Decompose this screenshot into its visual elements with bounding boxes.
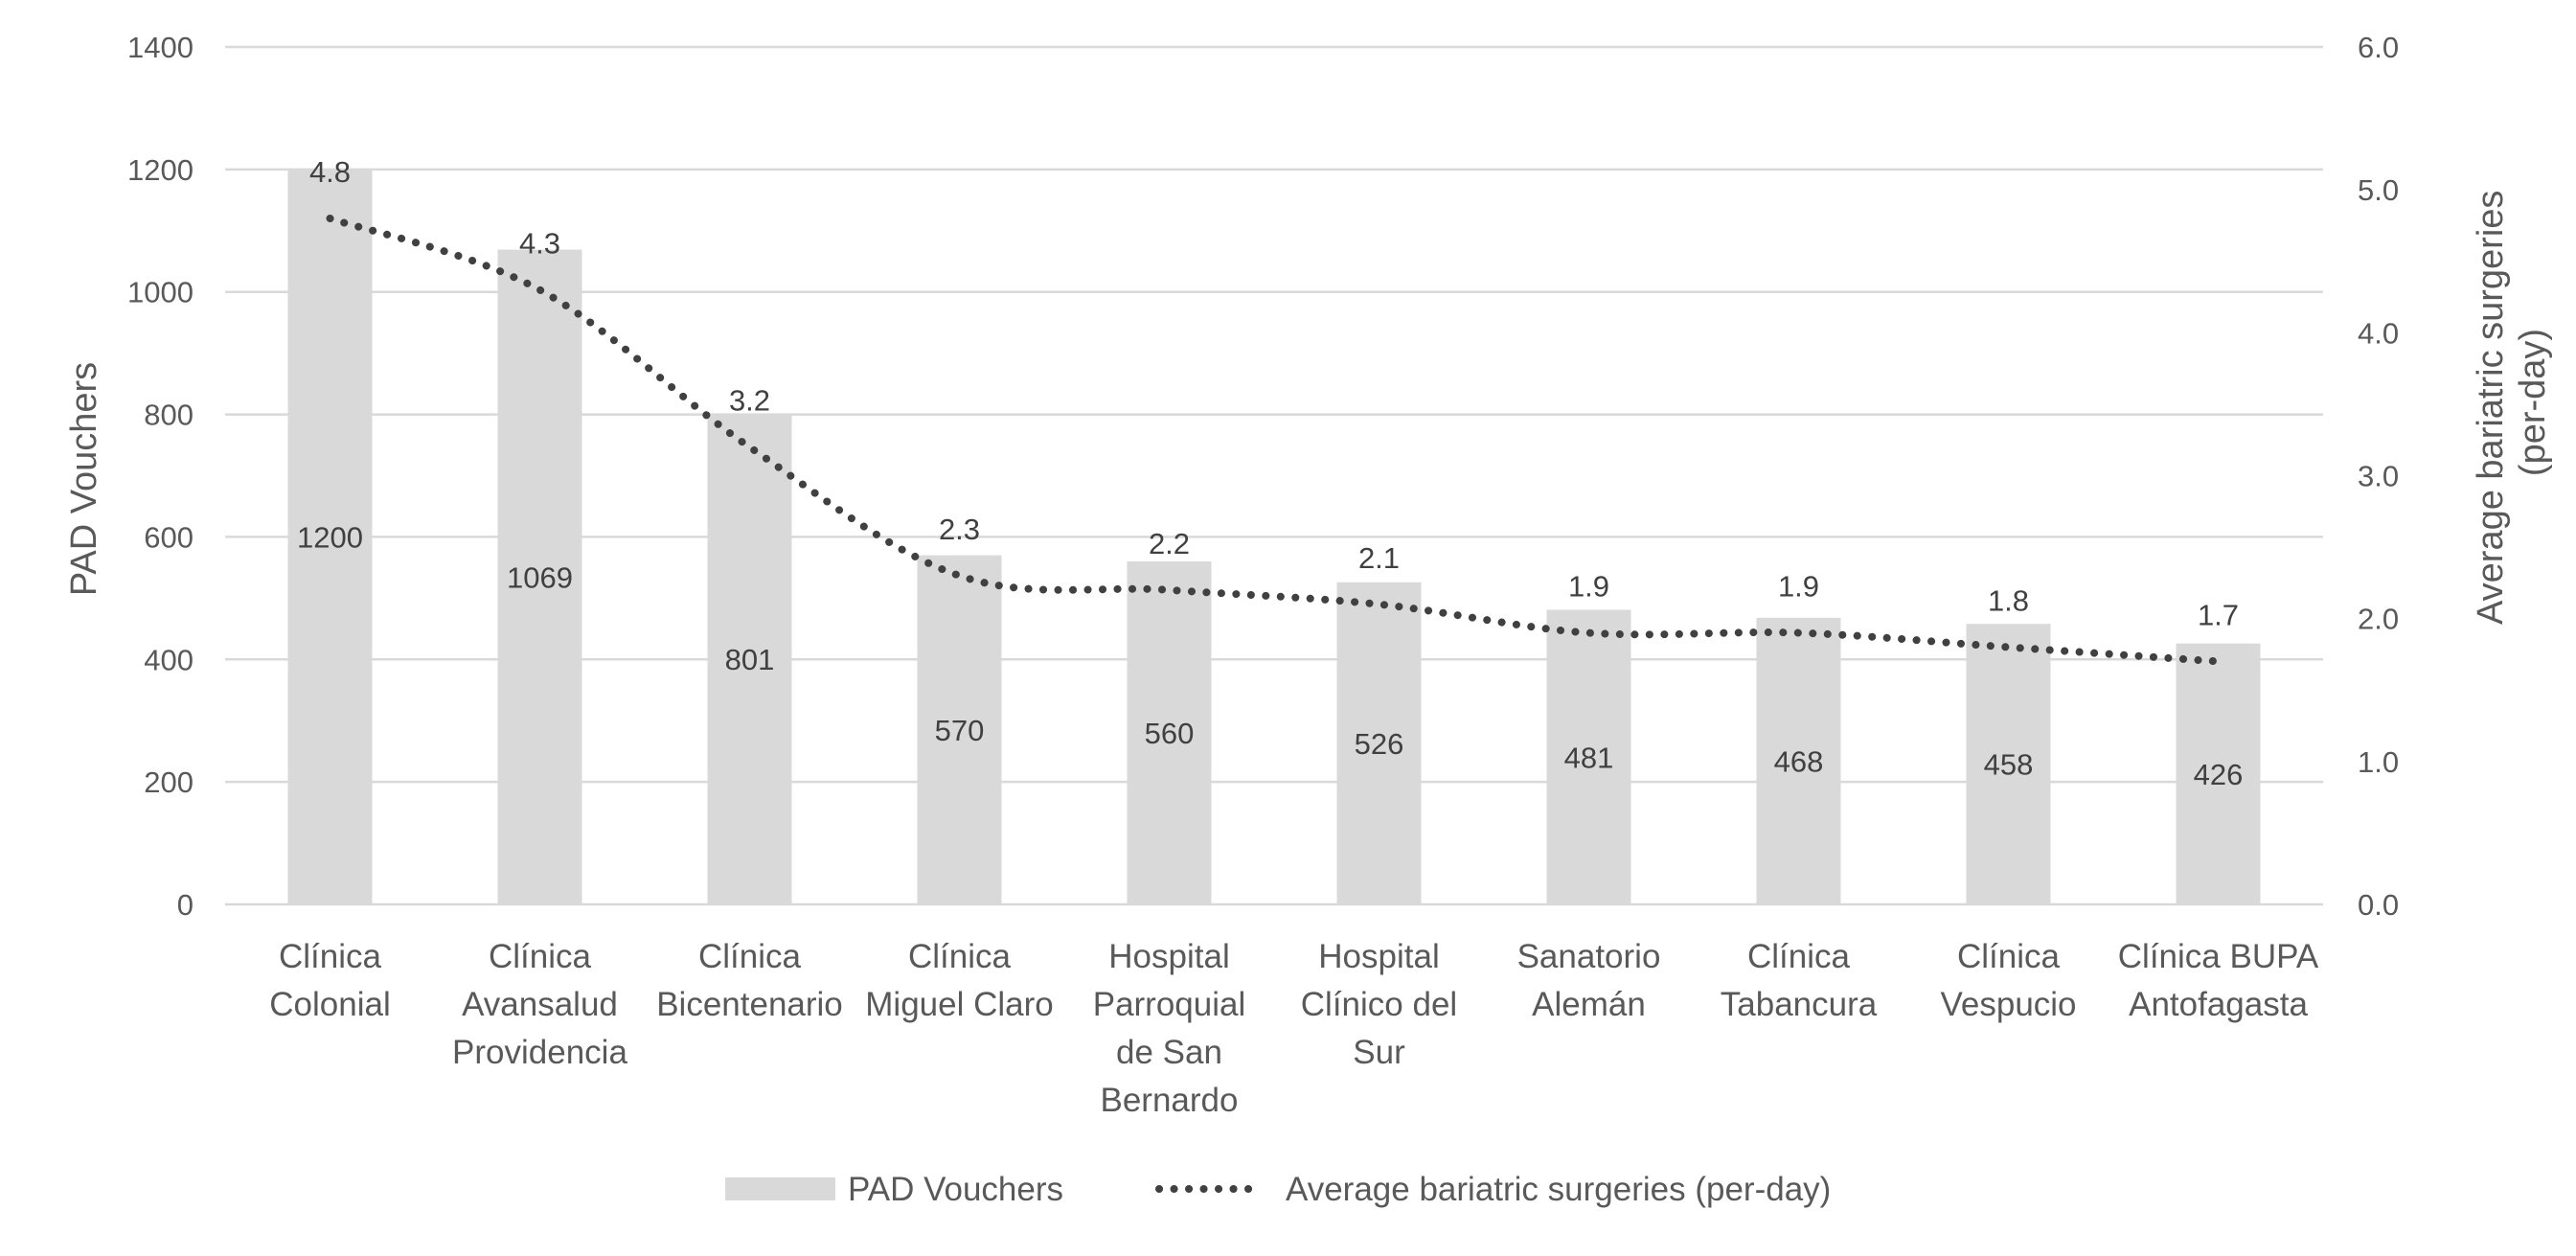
left-tick-label: 200	[144, 765, 194, 799]
category-label-line: Colonial	[269, 986, 390, 1023]
right-axis-ticks: 0.0 1.0 2.0 3.0 4.0 5.0 6.0	[2358, 31, 2399, 922]
bar	[2176, 643, 2261, 904]
legend-label-line: Average bariatric surgeries (per-day)	[1286, 1171, 1831, 1208]
category-label-line: Bernardo	[1101, 1082, 1239, 1119]
bar-series	[287, 169, 2261, 904]
bar	[1756, 617, 1841, 904]
right-tick-label: 4.0	[2358, 316, 2399, 350]
left-tick-label: 800	[144, 399, 194, 432]
category-label-line: Sanatorio	[1517, 938, 1661, 975]
category-label-line: Clínica	[279, 938, 382, 975]
category-label-line: Clínica	[1747, 938, 1851, 975]
bar-value-label: 526	[1355, 727, 1404, 761]
left-tick-label: 1000	[127, 276, 194, 309]
category-label-line: Hospital	[1318, 938, 1439, 975]
category-label-line: Alemán	[1532, 986, 1646, 1023]
category-label-line: Providencia	[452, 1034, 627, 1071]
bar	[287, 169, 373, 904]
legend-label-bars: PAD Vouchers	[848, 1171, 1063, 1208]
bar	[1336, 582, 1422, 904]
left-axis-ticks: 0 200 400 600 800 1000 1200 1400	[127, 31, 194, 922]
right-tick-label: 1.0	[2358, 745, 2399, 779]
bar	[1966, 624, 2051, 904]
category-label-line: Clínica	[489, 938, 592, 975]
bar-value-label: 801	[725, 643, 775, 676]
left-axis-title: PAD Vouchers	[64, 362, 104, 596]
line-value-label: 1.9	[1778, 570, 1819, 604]
category-label-line: Vespucio	[1940, 986, 2076, 1023]
category-label-line: Clínico del	[1301, 986, 1457, 1023]
left-tick-label: 600	[144, 520, 194, 554]
line-value-label: 1.9	[1568, 570, 1609, 604]
bar-value-label: 1069	[507, 560, 573, 594]
line-value-label: 2.1	[1358, 541, 1400, 575]
category-label-line: Parroquial	[1093, 986, 1246, 1023]
category-label-line: Miguel Claro	[865, 986, 1053, 1023]
category-label-line: de San	[1116, 1034, 1222, 1071]
bar	[1127, 561, 1212, 904]
bar-value-label: 481	[1564, 741, 1614, 774]
right-tick-label: 3.0	[2358, 460, 2399, 493]
line-value-label: 2.3	[939, 513, 980, 546]
left-tick-label: 400	[144, 643, 194, 676]
bar-value-label: 458	[1984, 748, 2034, 782]
bar-data-labels: 1200 1069 801 570 560 526 481 468 458 426	[297, 520, 2243, 790]
category-label-line: Antofagasta	[2129, 986, 2308, 1023]
line-series	[326, 215, 2223, 666]
legend-swatch-bars	[725, 1177, 835, 1200]
bar	[917, 555, 1002, 904]
right-tick-label: 6.0	[2358, 31, 2399, 64]
category-axis-labels: Clínica Colonial Clínica Avansalud Providenc…	[269, 938, 2319, 1119]
category-label-line: Bicentenario	[656, 986, 843, 1023]
line-value-label: 1.7	[2198, 598, 2239, 631]
bar	[1546, 609, 1631, 904]
category-label: Clínica BUPA Antofagasta	[2118, 938, 2319, 1023]
category-label-line: Clínica	[698, 938, 802, 975]
left-tick-label: 1200	[127, 153, 194, 187]
right-axis-title-line-2: (per-day)	[2513, 329, 2553, 476]
legend: PAD Vouchers Average bariatric surgeries…	[725, 1171, 1831, 1208]
category-label: Hospital Clínico del Sur	[1301, 938, 1457, 1071]
bar-value-label: 570	[935, 714, 985, 747]
bar-value-label: 468	[1774, 744, 1824, 778]
right-axis-title: Average bariatric surgeries (per-day)	[2471, 180, 2553, 625]
series-line-average-surgeries	[326, 215, 2223, 666]
bar	[707, 413, 792, 904]
category-label: Clínica Tabancura	[1721, 938, 1878, 1023]
category-label-line: Avansalud	[462, 986, 618, 1023]
category-label-line: Sur	[1353, 1034, 1405, 1071]
bar-value-label: 1200	[297, 520, 363, 554]
right-tick-label: 2.0	[2358, 603, 2399, 636]
category-label: Clínica Bicentenario	[656, 938, 843, 1023]
category-label: Clínica Vespucio	[1940, 938, 2076, 1023]
category-label: Clínica Colonial	[269, 938, 390, 1023]
line-value-label: 1.8	[1988, 584, 2029, 618]
right-tick-label: 0.0	[2358, 888, 2399, 922]
category-label-line: Clínica BUPA	[2118, 938, 2319, 975]
category-label: Hospital Parroquial de San Bernardo	[1093, 938, 1246, 1119]
bar-value-label: 426	[2194, 758, 2244, 791]
bar	[497, 249, 582, 904]
left-tick-label: 1400	[127, 31, 194, 64]
line-value-label: 2.2	[1149, 527, 1190, 560]
category-label: Sanatorio Alemán	[1517, 938, 1661, 1023]
category-label-line: Clínica	[908, 938, 1012, 975]
line-value-label: 3.2	[729, 384, 770, 418]
right-tick-label: 5.0	[2358, 173, 2399, 207]
category-label: Clínica Avansalud Providencia	[452, 938, 627, 1071]
line-value-label: 4.8	[309, 155, 351, 189]
category-label-line: Tabancura	[1721, 986, 1878, 1023]
line-value-label: 4.3	[519, 227, 560, 261]
right-axis-title-line-1: Average bariatric surgeries	[2471, 191, 2511, 625]
category-label-line: Hospital	[1108, 938, 1229, 975]
category-label: Clínica Miguel Claro	[865, 938, 1053, 1023]
line-data-labels: 4.8 4.3 3.2 2.3 2.2 2.1 1.9 1.9 1.8 1.7	[309, 155, 2239, 631]
category-label-line: Clínica	[1957, 938, 2061, 975]
bar-value-label: 560	[1145, 717, 1195, 750]
left-tick-label: 0	[177, 888, 194, 922]
